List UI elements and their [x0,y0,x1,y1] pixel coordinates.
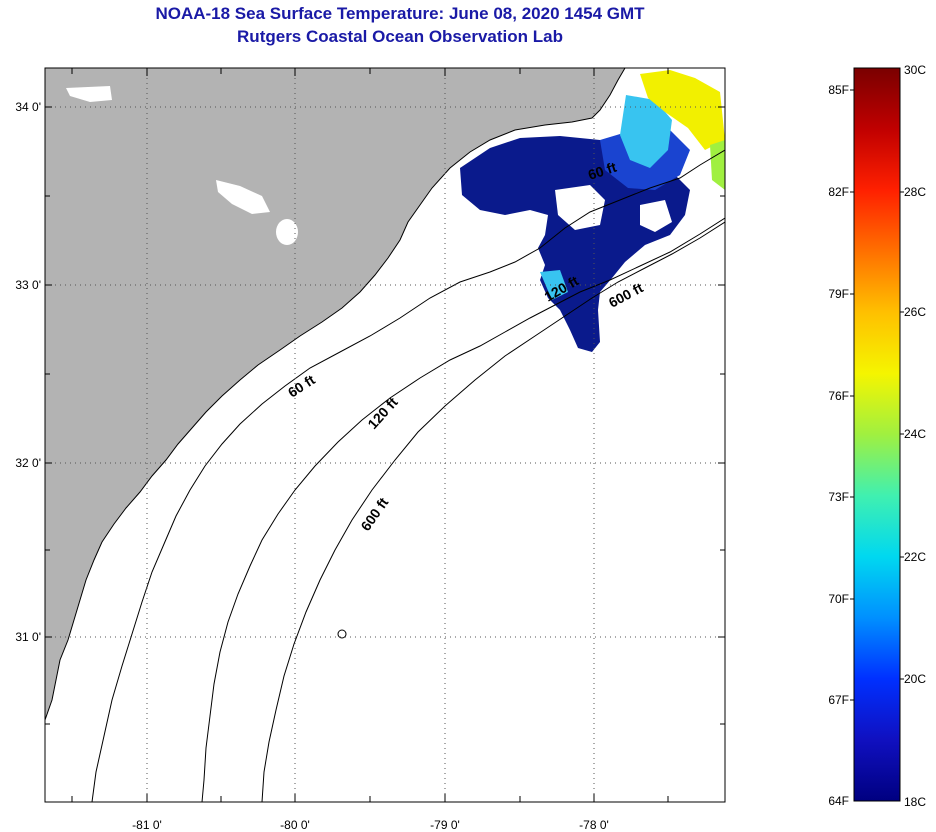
axis-ticks [45,68,725,802]
colorbar-f-label: 73F [828,490,849,504]
lat-label: 34 0' [15,100,41,114]
colorbar-c-label: 24C [904,427,926,441]
colorbar-c-label: 22C [904,550,926,564]
colorbar-f-label: 76F [828,389,849,403]
lat-label: 31 0' [15,630,41,644]
map-title: NOAA-18 Sea Surface Temperature: June 08… [155,4,645,23]
colorbar-f-label: 70F [828,592,849,606]
isobath-600ft-island [337,629,347,639]
colorbar-f-label: 82F [828,185,849,199]
land-cloud-patch [66,86,112,102]
colorbar-ticks [850,89,904,701]
land-cloud-patch [45,740,70,758]
colorbar-c-label: 28C [904,185,926,199]
colorbar-f-label: 85F [828,83,849,97]
lon-label: -81 0' [132,818,162,832]
colorbar-f-label: 79F [828,287,849,301]
colorbar-c-label: 18C [904,795,926,809]
colorbar-f-label: 64F [828,794,849,808]
sst-data-clear-gap [555,185,605,230]
land [45,68,625,720]
isobath-120ft [201,217,725,802]
colorbar-f-label: 67F [828,693,849,707]
lat-label: 33 0' [15,278,41,292]
graticule [45,68,725,802]
sst-data-clear-gap [640,200,672,232]
colorbar: 85F 82F 79F 76F 73F 70F 67F 64F 30C 28C … [828,63,926,809]
sst-data-cold [460,136,690,352]
colorbar-c-label: 30C [904,63,926,77]
land-cloud-patch [216,180,270,214]
colorbar-c-label: 20C [904,672,926,686]
coastline [45,68,626,721]
map-area: 60 ft 120 ft 600 ft 60 ft 120 ft 600 ft [45,68,725,802]
sst-data-cyan [540,270,568,300]
lon-label: -78 0' [579,818,609,832]
map-frame [44,67,726,803]
sst-data-cyan [620,95,672,168]
land-cloud-patch [276,219,298,245]
lon-label: -79 0' [430,818,460,832]
colorbar-c-label: 26C [904,305,926,319]
isobath-600ft [261,221,725,802]
isobath-60ft [91,149,725,802]
lon-label: -80 0' [280,818,310,832]
sst-data-yellow [640,70,725,150]
lat-label: 32 0' [15,456,41,470]
map-subtitle: Rutgers Coastal Ocean Observation Lab [237,27,563,46]
colorbar-gradient [853,67,901,802]
